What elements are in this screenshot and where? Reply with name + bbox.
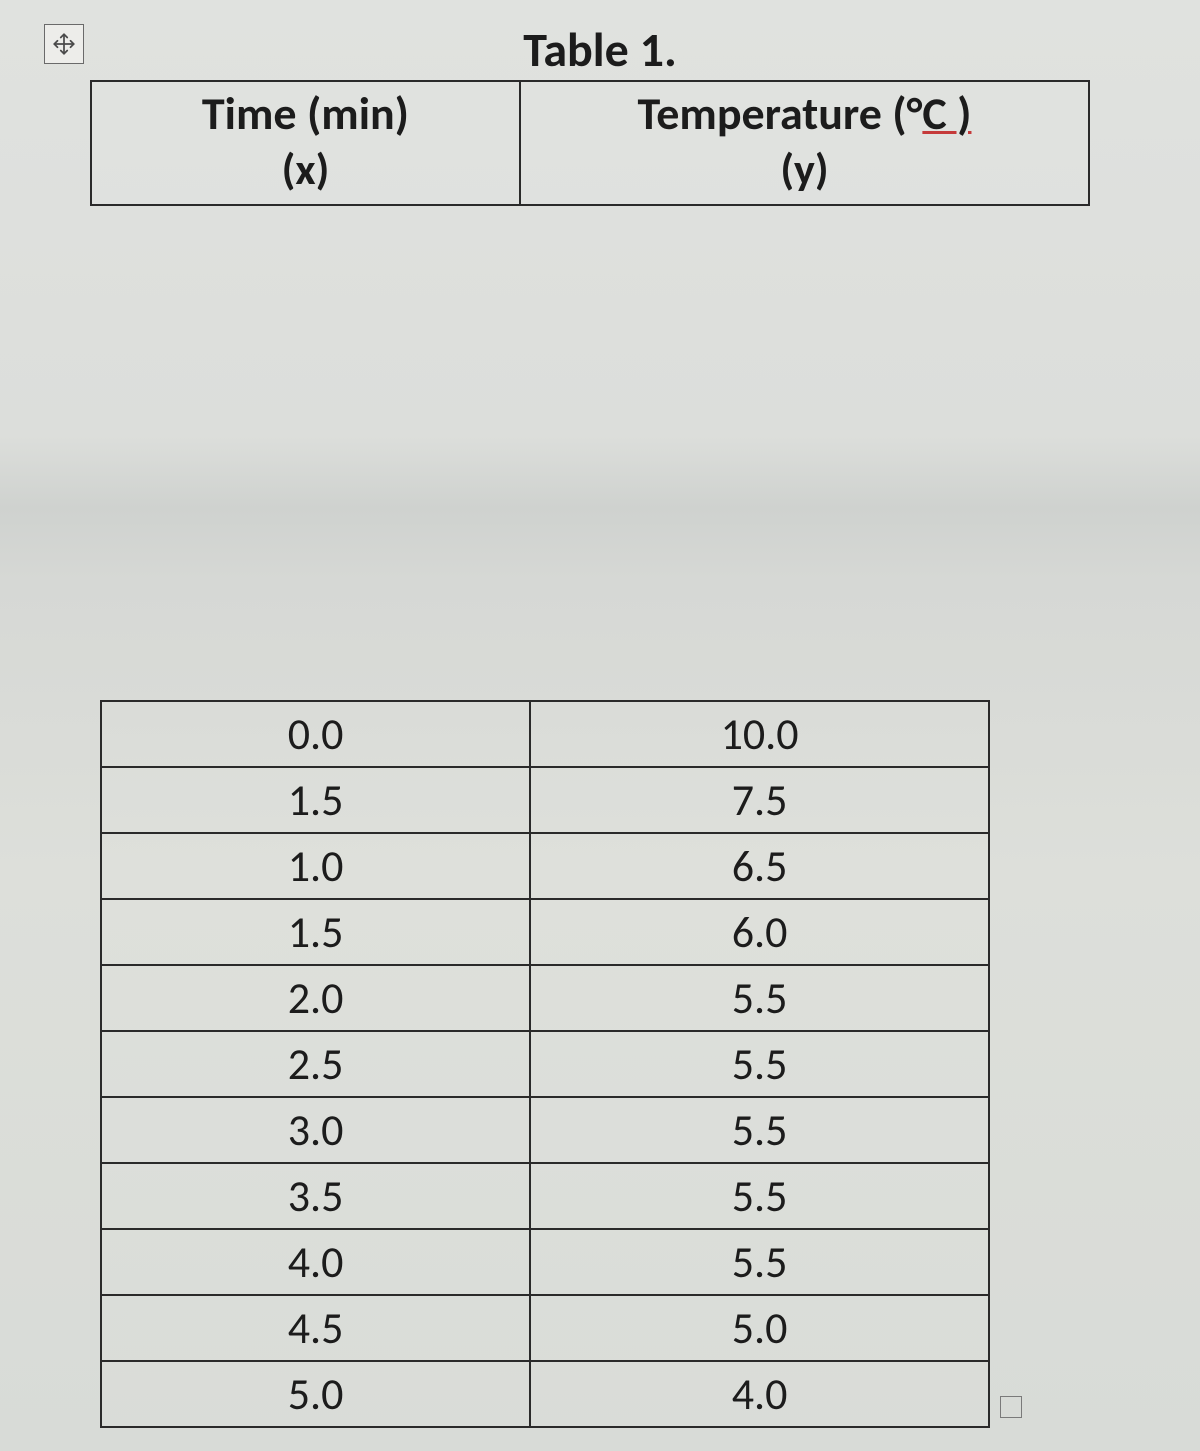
header-cell-temperature: Temperature (°C ) (y) bbox=[520, 81, 1089, 205]
cell-time: 1.5 bbox=[101, 899, 530, 965]
header-temp-sublabel: (y) bbox=[529, 142, 1080, 196]
data-table: 0.010.0 1.57.5 1.06.5 1.56.0 2.05.5 2.55… bbox=[100, 700, 990, 1428]
table-row: 2.55.5 bbox=[101, 1031, 989, 1097]
table-row: 1.56.0 bbox=[101, 899, 989, 965]
table-header-row: Time (min) (x) Temperature (°C ) (y) bbox=[91, 81, 1089, 205]
cell-temp: 5.5 bbox=[530, 1097, 989, 1163]
header-temp-prefix: Temperature (° bbox=[637, 86, 922, 142]
cell-time: 0.0 bbox=[101, 701, 530, 767]
header-time-sublabel: (x) bbox=[100, 142, 511, 196]
cell-temp: 5.5 bbox=[530, 965, 989, 1031]
cell-time: 3.0 bbox=[101, 1097, 530, 1163]
cell-time: 4.0 bbox=[101, 1229, 530, 1295]
cell-time: 1.0 bbox=[101, 833, 530, 899]
column-headers-table: Time (min) (x) Temperature (°C ) (y) bbox=[90, 80, 1090, 206]
table-row: 2.05.5 bbox=[101, 965, 989, 1031]
table-row: 1.06.5 bbox=[101, 833, 989, 899]
cell-time: 3.5 bbox=[101, 1163, 530, 1229]
table-row: 4.05.5 bbox=[101, 1229, 989, 1295]
cell-temp: 5.5 bbox=[530, 1031, 989, 1097]
table-row: 0.010.0 bbox=[101, 701, 989, 767]
cell-time: 2.0 bbox=[101, 965, 530, 1031]
cell-temp: 6.5 bbox=[530, 833, 989, 899]
cell-time: 1.5 bbox=[101, 767, 530, 833]
table-row: 5.04.0 bbox=[101, 1361, 989, 1427]
table-row: 3.05.5 bbox=[101, 1097, 989, 1163]
cell-temp: 5.0 bbox=[530, 1295, 989, 1361]
cell-time: 2.5 bbox=[101, 1031, 530, 1097]
cell-temp: 7.5 bbox=[530, 767, 989, 833]
cell-time: 5.0 bbox=[101, 1361, 530, 1427]
header-temp-unit-c: C ) bbox=[922, 86, 971, 142]
cell-temp: 5.5 bbox=[530, 1229, 989, 1295]
table-row: 4.55.0 bbox=[101, 1295, 989, 1361]
cell-temp: 10.0 bbox=[530, 701, 989, 767]
cell-temp: 4.0 bbox=[530, 1361, 989, 1427]
table-resize-handle-icon[interactable] bbox=[1000, 1396, 1022, 1418]
cell-time: 4.5 bbox=[101, 1295, 530, 1361]
header-cell-time: Time (min) (x) bbox=[91, 81, 520, 205]
table-caption: Table 1. bbox=[0, 20, 1200, 79]
table-row: 1.57.5 bbox=[101, 767, 989, 833]
table-row: 3.55.5 bbox=[101, 1163, 989, 1229]
cell-temp: 6.0 bbox=[530, 899, 989, 965]
header-time-label: Time (min) bbox=[202, 86, 409, 142]
cell-temp: 5.5 bbox=[530, 1163, 989, 1229]
